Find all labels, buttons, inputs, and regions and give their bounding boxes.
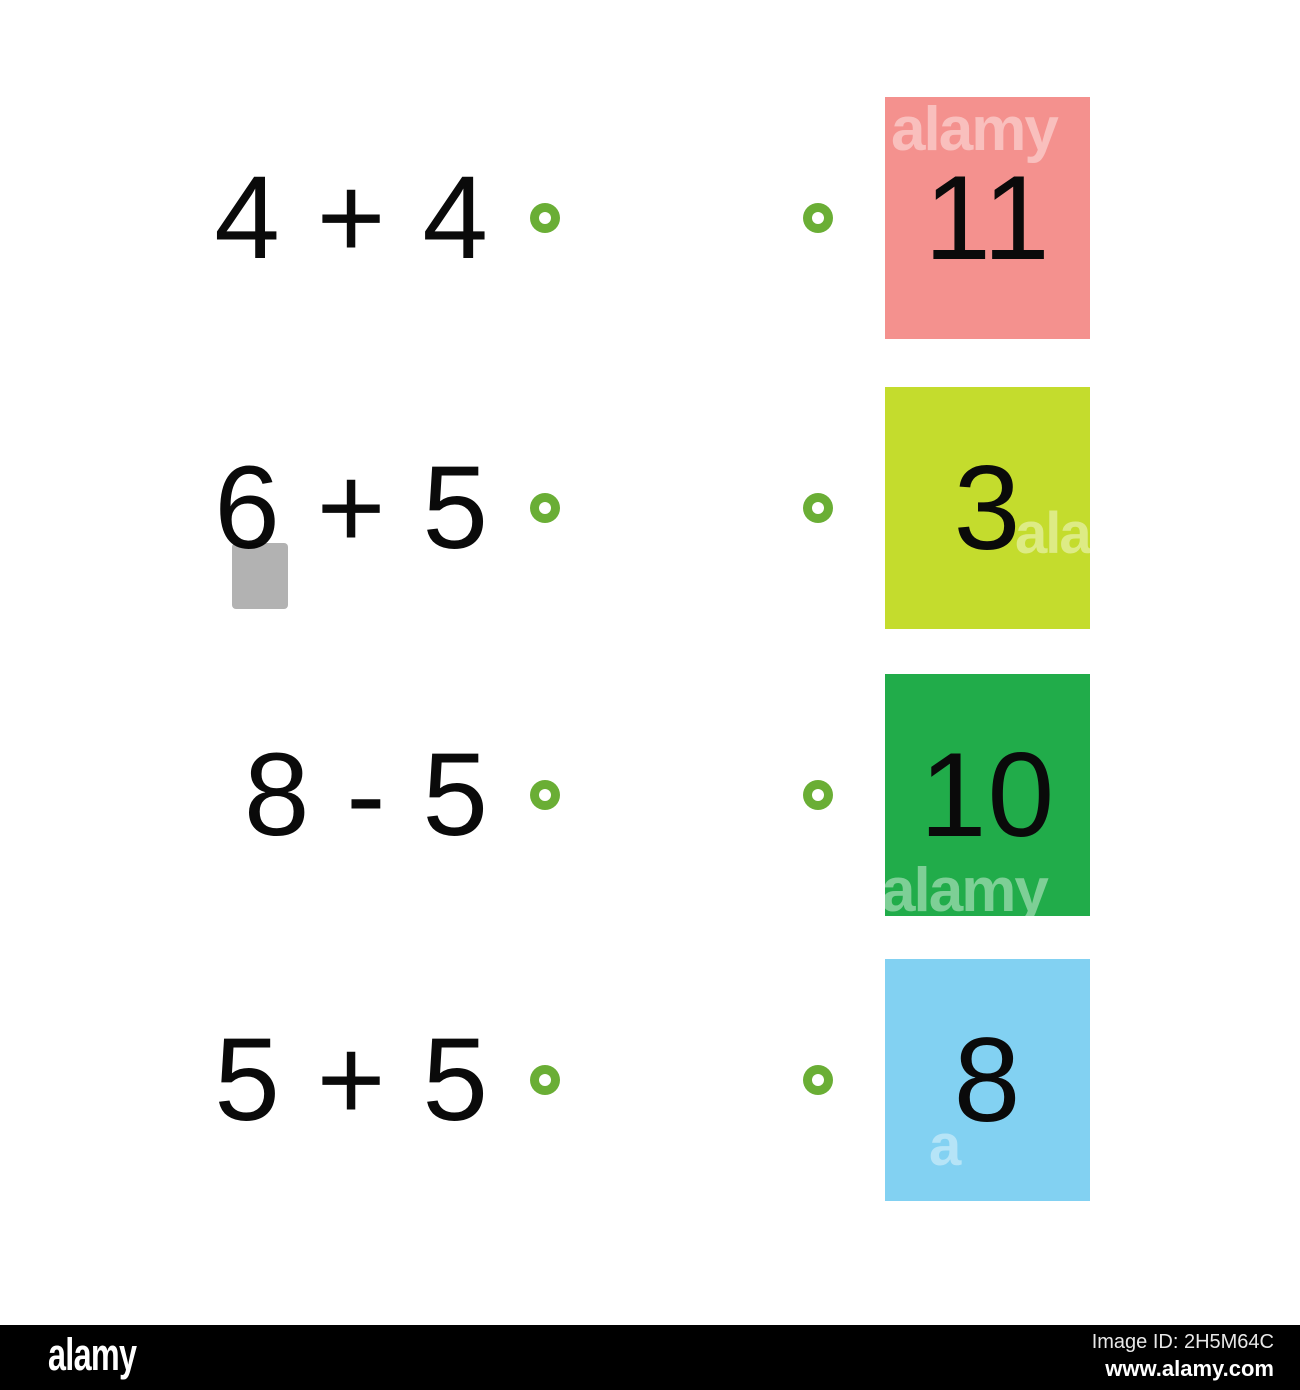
stock-watermark: ala xyxy=(1015,501,1092,566)
answer-tile[interactable]: ala 3 xyxy=(885,387,1092,629)
image-id-label: Image ID: 2H5M64C xyxy=(1091,1331,1274,1353)
answer-tile[interactable]: alamy 10 xyxy=(881,674,1090,922)
equation-text: 4 + 4 xyxy=(214,152,490,284)
answer-number: 10 xyxy=(919,728,1056,862)
answer-tile[interactable]: a 8 xyxy=(885,959,1090,1201)
connector-dot-icon-left[interactable] xyxy=(530,493,560,523)
footer-meta: Image ID: 2H5M64C www.alamy.com xyxy=(1092,1330,1274,1383)
connector-dot-icon-left[interactable] xyxy=(530,1065,560,1095)
equation-text: 8 - 5 xyxy=(243,729,490,861)
connector-dot-icon-left[interactable] xyxy=(530,203,560,233)
answer-number: 11 xyxy=(924,151,1051,285)
connector-dot-icon-right[interactable] xyxy=(803,1065,833,1095)
stock-watermark: alamy xyxy=(881,856,1049,925)
match-row: 8 - 5 alamy 10 xyxy=(0,670,1300,922)
connector-dot-icon-right[interactable] xyxy=(803,780,833,810)
match-row: 6 + 5 ala 3 xyxy=(0,383,1300,633)
match-row: 4 + 4 alamy 11 xyxy=(0,93,1300,343)
match-row: 5 + 5 a 8 xyxy=(0,955,1300,1205)
connector-dot-icon-right[interactable] xyxy=(803,203,833,233)
worksheet-canvas: 4 + 4 alamy 11 6 + 5 ala 3 8 - 5 alamy 1… xyxy=(0,93,1300,1205)
equation-text: 5 + 5 xyxy=(214,1014,490,1146)
connector-dot-icon-left[interactable] xyxy=(530,780,560,810)
answer-tile[interactable]: alamy 11 xyxy=(885,97,1090,339)
equation-text: 6 + 5 xyxy=(214,442,490,574)
answer-number: 3 xyxy=(953,441,1022,575)
answer-number: 8 xyxy=(953,1013,1022,1147)
connector-dot-icon-right[interactable] xyxy=(803,493,833,523)
alamy-footer-bar: alamy Image ID: 2H5M64C www.alamy.com xyxy=(0,1325,1300,1390)
alamy-url-label[interactable]: www.alamy.com xyxy=(1105,1356,1274,1381)
alamy-logo: alamy xyxy=(48,1329,137,1380)
